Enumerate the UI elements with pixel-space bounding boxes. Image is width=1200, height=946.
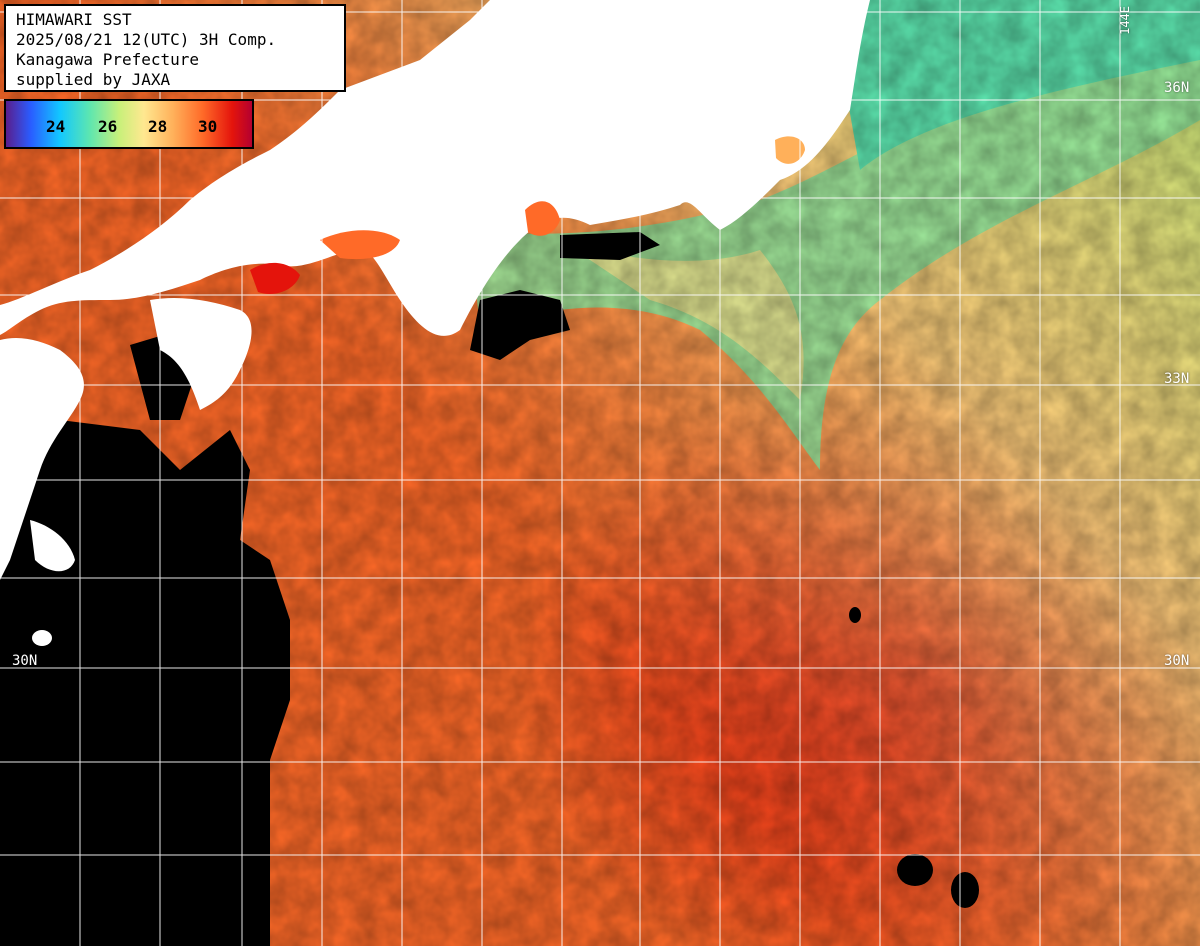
lat-label-30n-left: 30N	[12, 653, 38, 669]
ise-bay-warm	[525, 201, 560, 236]
title-line-3: Kanagawa Prefecture	[16, 50, 200, 69]
lat-label-33n: 33N	[1164, 371, 1190, 387]
title-box: HIMAWARI SST 2025/08/21 12(UTC) 3H Comp.…	[4, 4, 346, 92]
cloud-west	[0, 420, 290, 946]
cloud-south-2	[951, 872, 979, 908]
inland-sea-east	[320, 230, 400, 260]
lat-label-30n-right: 30N	[1164, 653, 1190, 669]
land-honshu	[0, 0, 870, 336]
cloud-speck	[849, 607, 861, 623]
legend-tick-26: 26	[98, 117, 118, 136]
lat-label-36n: 36N	[1164, 80, 1190, 96]
land-kyushu-south	[30, 520, 75, 572]
land-island	[32, 630, 52, 646]
legend-tick-28: 28	[148, 117, 168, 136]
color-scale-legend: 24 26 28 30	[4, 99, 254, 149]
land-kyushu	[0, 338, 84, 580]
land-shikoku	[150, 298, 252, 410]
title-line-1: HIMAWARI SST	[16, 10, 132, 29]
cloud-south-1	[897, 854, 933, 886]
legend-tick-30: 30	[198, 117, 218, 136]
cloud-kii	[470, 290, 570, 360]
cloud-ise	[560, 232, 660, 260]
lon-label-144e: 144E	[1118, 6, 1132, 35]
title-line-4: supplied by JAXA	[16, 70, 171, 89]
inland-sea-warm	[250, 262, 300, 295]
legend-tick-24: 24	[46, 117, 66, 136]
title-line-2: 2025/08/21 12(UTC) 3H Comp.	[16, 30, 277, 49]
tokyo-bay	[775, 136, 805, 164]
